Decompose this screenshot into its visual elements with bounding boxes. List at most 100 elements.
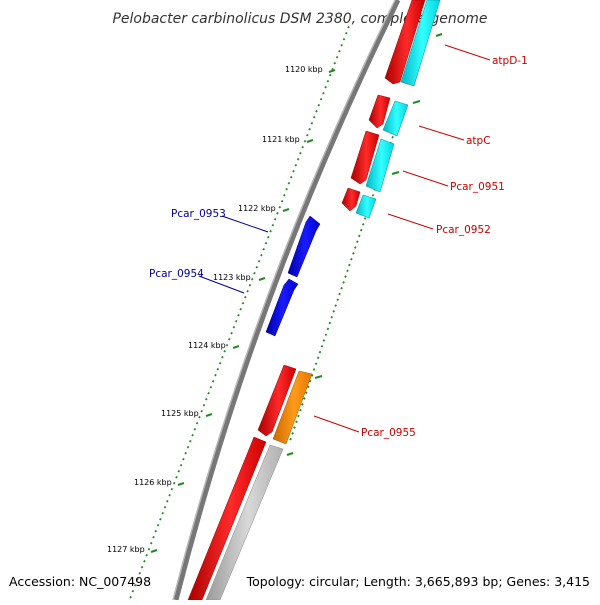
gc-dot-inner [154, 529, 158, 533]
gc-dot-outer [344, 275, 347, 278]
gc-dot-inner [322, 91, 325, 95]
gc-dot-inner [191, 433, 194, 437]
gc-dot-inner [133, 583, 137, 587]
gc-dot-inner [188, 439, 192, 443]
scale-label-1126: 1126 kbp [134, 478, 172, 487]
scale-label-1125: 1125 kbp [161, 409, 199, 418]
gc-dot-inner [200, 409, 204, 413]
gc-dot-inner [211, 379, 215, 383]
gc-dot-inner [250, 277, 254, 281]
gc-dot-inner [255, 265, 259, 269]
gc-dot-inner [340, 43, 344, 47]
forward-cds-pcar-0952[interactable] [341, 187, 361, 212]
gc-dot-outer [295, 420, 298, 424]
gc-dot-inner [294, 163, 298, 167]
gc-dot-outer [318, 350, 322, 354]
gc-dot-outer [310, 373, 314, 377]
reverse-cds-pcar-0954[interactable] [265, 278, 299, 337]
gc-dot-inner [136, 577, 139, 581]
gc-dot-outer [336, 298, 340, 302]
gc-content-track [129, 25, 394, 599]
gc-dot-inner [165, 499, 169, 503]
cyan-feature-2[interactable] [382, 100, 409, 137]
forward-cds-pcar-0951[interactable] [350, 130, 380, 185]
gene-label-pcar-0954[interactable]: Pcar_0954 [149, 268, 204, 280]
gc-dot-inner [140, 565, 144, 569]
scale-tick-1125 [205, 413, 213, 417]
genome-backbone [173, 0, 401, 601]
cyan-feature-1[interactable] [400, 0, 441, 87]
forward-cds-pcar-0955[interactable] [257, 364, 297, 437]
gc-dot-inner [195, 421, 199, 425]
cyan-feature-4[interactable] [355, 194, 377, 219]
gc-dot-inner [216, 367, 220, 371]
scale-tick-1120 [328, 69, 336, 73]
gc-dot-outer [299, 408, 302, 412]
gc-dot-outer [353, 246, 357, 249]
gc-dot-inner [273, 217, 277, 221]
gc-dot-outer [314, 362, 318, 366]
gc-dot-inner [257, 259, 261, 263]
gc-dot-inner [335, 55, 339, 59]
gc-dot-outer [355, 240, 359, 244]
topology-text: Topology: circular; Length: 3,665,893 bp… [246, 574, 590, 589]
gc-dot-inner [209, 385, 213, 389]
gc-dot-outer [348, 263, 351, 267]
scale-label-1122: 1122 kbp [238, 204, 276, 213]
gc-dot-inner [152, 535, 155, 539]
gc-dot-inner [129, 595, 132, 599]
scale-label-1123: 1123 kbp [213, 273, 251, 282]
scale-labels: 1120 kbp 1121 kbp 1122 kbp 1123 kbp 1124… [107, 65, 323, 554]
gc-dot-inner [161, 511, 165, 515]
gc-dot-inner [234, 319, 238, 323]
gene-label-atpd-1[interactable]: atpD-1 [492, 55, 528, 67]
gene-label-pcar-0951[interactable]: Pcar_0951 [450, 181, 505, 193]
gene-label-pcar-0955[interactable]: Pcar_0955 [361, 427, 416, 439]
gc-dot-outer [328, 321, 332, 325]
scale-tick-1122 [282, 208, 290, 212]
gc-dot-outer [306, 385, 310, 389]
gc-dot-outer [320, 344, 324, 348]
gc-dot-inner [225, 343, 229, 347]
forward-cds-atpd-1[interactable] [384, 0, 426, 85]
gc-dot-inner [312, 115, 316, 119]
forward-cds-atpc[interactable] [368, 94, 391, 129]
gc-dot-inner [292, 169, 295, 173]
gc-dot-inner [239, 307, 243, 311]
gc-dot-inner [198, 415, 201, 419]
gc-dot-outer [346, 269, 349, 273]
gene-label-pcar-0953[interactable]: Pcar_0953 [171, 208, 226, 220]
gene-label-pcar-0952[interactable]: Pcar_0952 [436, 224, 491, 236]
gc-dot-inner [253, 271, 256, 275]
cyan-feature-3[interactable] [365, 138, 395, 193]
gc-dot-outer [330, 315, 334, 319]
gc-dot-inner [168, 493, 171, 497]
feature-track-dashes [286, 33, 443, 456]
gc-dot-inner [324, 85, 328, 89]
gc-dot-outer [326, 327, 330, 331]
gc-dot-inner [230, 331, 233, 335]
gc-dot-inner [237, 313, 240, 317]
gc-dot-outer [361, 222, 365, 226]
gc-dot-outer [342, 281, 345, 284]
gc-dot-inner [262, 247, 266, 251]
reverse-cds-pcar-0953[interactable] [287, 215, 321, 278]
orange-feature[interactable] [272, 370, 313, 445]
gc-dot-outer [316, 356, 320, 360]
gc-dot-outer [302, 397, 306, 400]
scale-tick-1126 [177, 482, 185, 486]
gc-dot-outer [350, 257, 353, 261]
gc-dot-inner [260, 253, 263, 257]
gc-dot-outer [308, 379, 312, 383]
gc-dot-inner [317, 103, 321, 107]
gc-dot-inner [182, 457, 185, 461]
gc-dot-inner [344, 31, 348, 35]
gc-dot-inner [147, 547, 151, 551]
gc-dot-inner [193, 427, 197, 431]
gc-dot-inner [241, 301, 245, 305]
gc-dot-inner [232, 325, 236, 329]
gc-dot-inner [287, 181, 291, 185]
gene-label-atpc[interactable]: atpC [466, 135, 491, 147]
